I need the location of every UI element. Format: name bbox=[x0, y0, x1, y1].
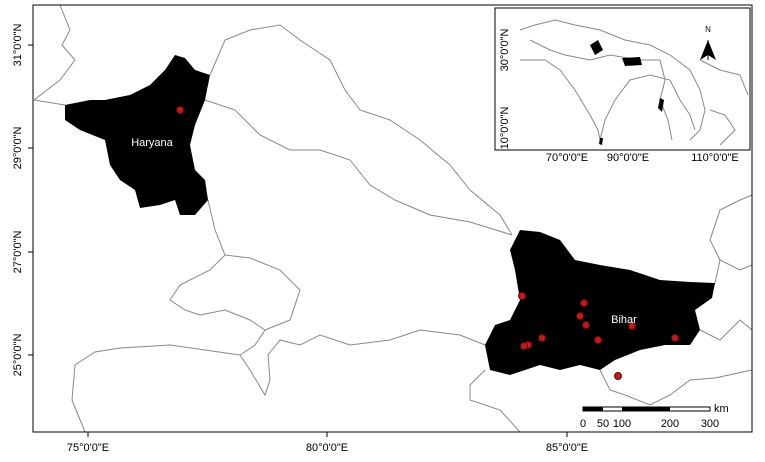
scale-label: 100 bbox=[613, 418, 631, 430]
inset-frame bbox=[494, 7, 751, 151]
lon-label: 85°0'0"E bbox=[546, 442, 588, 454]
inset-map bbox=[494, 7, 751, 151]
site-dot bbox=[576, 312, 584, 320]
inset-lon-label: 90°0'0"E bbox=[607, 152, 649, 164]
map-frame bbox=[32, 4, 753, 433]
site-dot bbox=[520, 342, 528, 350]
inset-lon-label: 110°0'0"E bbox=[691, 152, 739, 164]
site-dot bbox=[582, 321, 590, 329]
scale-unit: km bbox=[714, 403, 729, 415]
site-dot bbox=[614, 372, 622, 380]
inset-lon-label: 70°0'0"E bbox=[546, 152, 588, 164]
lon-label: 75°0'0"E bbox=[67, 442, 109, 454]
lat-label: 27°0'0"N bbox=[12, 231, 24, 274]
site-dot bbox=[538, 334, 546, 342]
north-label: N bbox=[705, 25, 711, 34]
site-dot bbox=[628, 322, 636, 330]
site-dot bbox=[580, 299, 588, 307]
scale-label: 50 bbox=[597, 418, 609, 430]
lat-label: 29°0'0"N bbox=[12, 127, 24, 170]
haryana-shape bbox=[65, 55, 210, 215]
sample-sites bbox=[176, 106, 679, 380]
lon-label: 80°0'0"E bbox=[306, 442, 348, 454]
scale-label: 200 bbox=[661, 418, 679, 430]
site-dot bbox=[671, 334, 679, 342]
lat-label: 31°0'0"N bbox=[12, 24, 24, 67]
scale-label: 300 bbox=[701, 418, 719, 430]
scale-bar bbox=[582, 406, 711, 412]
state-boundaries bbox=[33, 4, 753, 433]
site-dot bbox=[518, 292, 526, 300]
region-label: Haryana bbox=[131, 137, 173, 149]
inset-lat-label: 30°0'0"N bbox=[499, 29, 511, 72]
region-label: Bihar bbox=[611, 314, 637, 326]
scale-label: 0 bbox=[580, 418, 586, 430]
site-dot bbox=[176, 106, 184, 114]
site-dot bbox=[594, 336, 602, 344]
inset-lat-label: 10°0'0"N bbox=[499, 107, 511, 150]
lat-label: 25°0'0"N bbox=[12, 334, 24, 377]
